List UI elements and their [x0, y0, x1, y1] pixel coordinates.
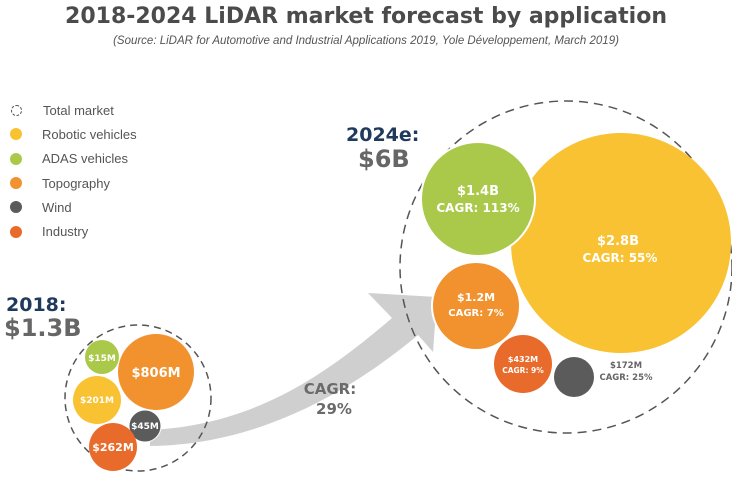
value-2018-topography: $806M: [131, 366, 180, 381]
value-2018-adas: $15M: [88, 354, 116, 364]
bubble-2024-wind: [554, 357, 594, 397]
cagr-2024-adas: CAGR: 113%: [436, 201, 519, 215]
dark-orange-dot-icon: [10, 225, 22, 238]
legend-label: Topography: [42, 175, 110, 191]
legend-label: ADAS vehicles: [42, 151, 128, 167]
bubble-2018-robotic: [73, 376, 121, 424]
bubble-2018-industry: [89, 423, 137, 471]
year-2018-label: 2018:: [6, 294, 67, 316]
chart-subtitle: (Source: LiDAR for Automotive and Indust…: [113, 35, 619, 47]
legend: Total market Robotic vehicles ADAS vehic…: [10, 98, 137, 244]
legend-item-topography: Topography: [10, 171, 137, 195]
legend-item-adas-vehicles: ADAS vehicles: [10, 147, 137, 171]
total-2024: $6B: [358, 145, 410, 173]
growth-cagr-label: CAGR:: [304, 380, 356, 398]
value-2018-wind: $45M: [131, 422, 159, 432]
cagr-2024-topography: CAGR: 7%: [448, 308, 503, 319]
value-2024-wind: $172M: [610, 361, 642, 371]
bubble-2024-topography: [431, 261, 521, 351]
value-2018-robotic: $201M: [80, 396, 114, 406]
dashed-ring-icon: [11, 104, 22, 116]
chart-title: 2018-2024 LiDAR market forecast by appli…: [65, 4, 667, 29]
value-2024-topography: $1.2M: [457, 291, 495, 304]
bubble-2018-wind: [128, 409, 162, 443]
bubble-2024-robotic: [511, 133, 731, 353]
cagr-2024-industry: CAGR: 9%: [502, 366, 544, 375]
legend-label: Total market: [43, 102, 114, 118]
bubble-2024-industry: [494, 335, 552, 393]
legend-item-robotic-vehicles: Robotic vehicles: [10, 122, 137, 146]
yellow-dot-icon: [10, 128, 22, 141]
total-market-2018-ring: [64, 324, 212, 472]
growth-cagr-value: 29%: [316, 400, 352, 418]
growth-arrow: [150, 293, 437, 446]
legend-label: Wind: [42, 199, 72, 215]
cagr-2024-wind: CAGR: 25%: [599, 373, 653, 383]
legend-item-total-market: Total market: [10, 98, 137, 122]
bubble-2024-adas: [420, 141, 536, 257]
total-2018: $1.3B: [4, 314, 82, 342]
orange-dot-icon: [10, 177, 22, 190]
legend-label: Industry: [42, 224, 89, 240]
bubble-2018-topography: [118, 334, 194, 410]
legend-item-wind: Wind: [10, 195, 137, 219]
value-2018-industry: $262M: [92, 441, 134, 454]
value-2024-robotic: $2.8B: [597, 234, 639, 249]
year-2024-label: 2024e:: [346, 124, 420, 146]
green-dot-icon: [10, 152, 22, 165]
legend-label: Robotic vehicles: [42, 126, 137, 142]
total-market-2024-ring: [399, 100, 732, 434]
bubble-2018-adas: [85, 340, 119, 374]
legend-item-industry: Industry: [10, 219, 137, 243]
value-2024-adas: $1.4B: [457, 184, 499, 199]
cagr-2024-robotic: CAGR: 55%: [583, 251, 658, 265]
grey-dot-icon: [10, 201, 22, 214]
value-2024-industry: $432M: [508, 355, 538, 364]
